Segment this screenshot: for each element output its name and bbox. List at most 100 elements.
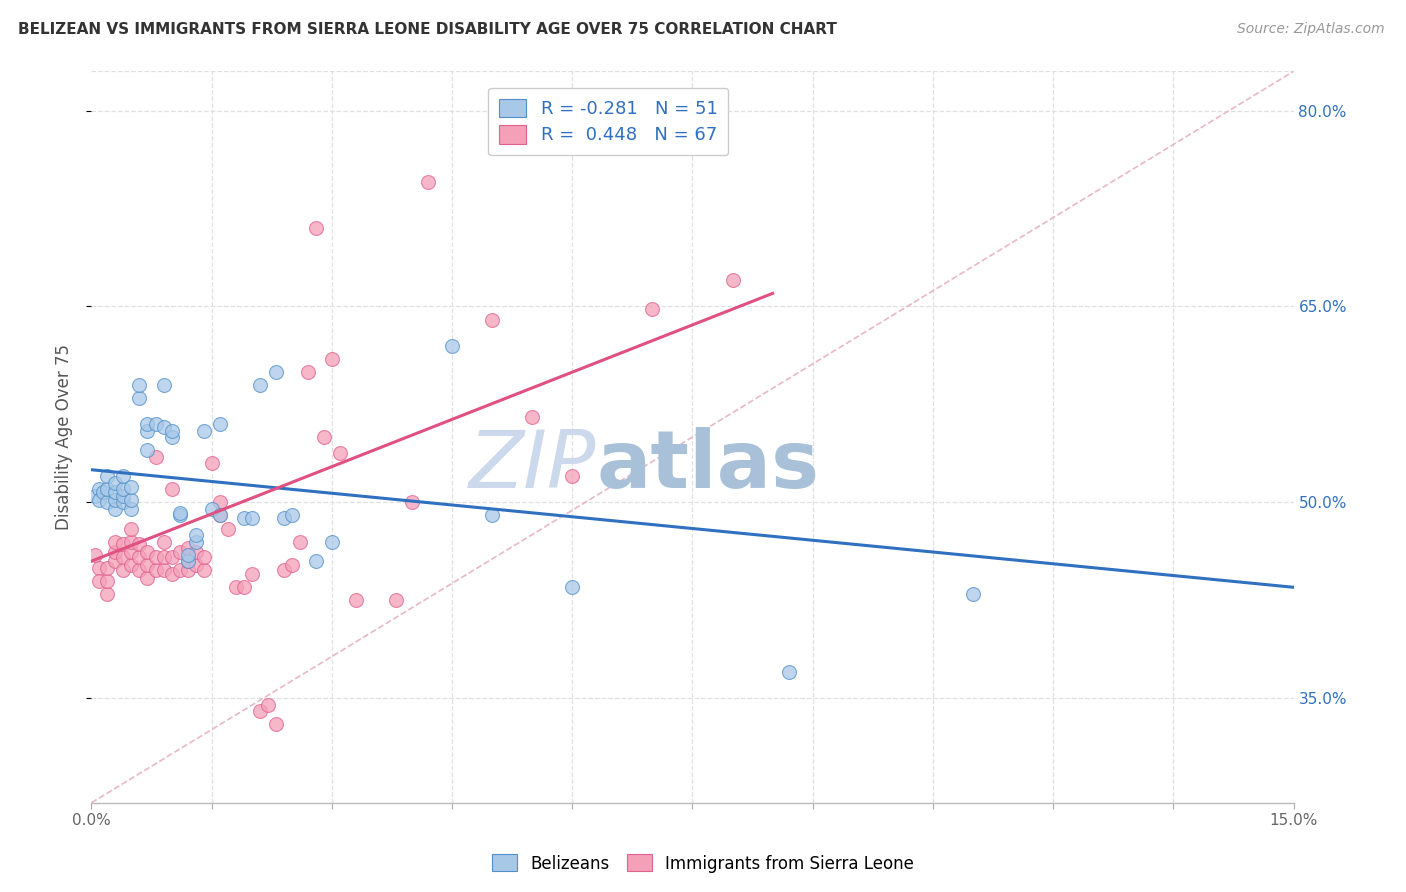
Point xyxy=(121,534,143,549)
Point xyxy=(208,417,231,431)
Point xyxy=(104,492,127,507)
Point xyxy=(201,456,224,470)
Point xyxy=(169,545,191,559)
Point xyxy=(440,339,463,353)
Point xyxy=(184,545,207,559)
Point xyxy=(121,521,143,535)
Point xyxy=(193,550,215,565)
Point xyxy=(176,554,198,568)
Point xyxy=(136,545,159,559)
Point xyxy=(128,391,150,405)
Point xyxy=(112,469,135,483)
Point xyxy=(121,545,143,559)
Point xyxy=(344,593,367,607)
Point xyxy=(240,511,263,525)
Point xyxy=(89,483,111,497)
Point xyxy=(169,563,191,577)
Point xyxy=(721,273,744,287)
Point xyxy=(281,558,304,573)
Point xyxy=(152,377,174,392)
Point xyxy=(962,587,984,601)
Point xyxy=(169,506,191,520)
Text: atlas: atlas xyxy=(596,427,820,506)
Point xyxy=(145,563,167,577)
Point xyxy=(561,580,583,594)
Point xyxy=(305,221,328,235)
Point xyxy=(96,560,118,574)
Point xyxy=(193,563,215,577)
Point xyxy=(184,558,207,573)
Point xyxy=(184,528,207,542)
Point xyxy=(96,495,118,509)
Y-axis label: Disability Age Over 75: Disability Age Over 75 xyxy=(55,344,73,530)
Text: ZIP: ZIP xyxy=(470,427,596,506)
Point xyxy=(112,550,135,565)
Point xyxy=(522,410,544,425)
Point xyxy=(288,534,311,549)
Point xyxy=(264,717,287,731)
Legend: Belizeans, Immigrants from Sierra Leone: Belizeans, Immigrants from Sierra Leone xyxy=(485,847,921,880)
Text: Source: ZipAtlas.com: Source: ZipAtlas.com xyxy=(1237,22,1385,37)
Point xyxy=(128,537,150,551)
Point xyxy=(160,550,183,565)
Point xyxy=(201,502,224,516)
Point xyxy=(160,483,183,497)
Point xyxy=(145,450,167,464)
Point xyxy=(176,548,198,562)
Point xyxy=(160,567,183,582)
Point xyxy=(136,571,159,585)
Point xyxy=(128,563,150,577)
Point xyxy=(112,489,135,503)
Point xyxy=(112,483,135,497)
Point xyxy=(128,377,150,392)
Point xyxy=(96,587,118,601)
Point xyxy=(128,550,150,565)
Point xyxy=(305,554,328,568)
Point xyxy=(160,430,183,444)
Point xyxy=(160,424,183,438)
Point xyxy=(297,365,319,379)
Point xyxy=(152,419,174,434)
Point xyxy=(176,541,198,555)
Point xyxy=(193,424,215,438)
Point xyxy=(281,508,304,523)
Point xyxy=(217,521,239,535)
Point xyxy=(112,495,135,509)
Point xyxy=(104,545,127,559)
Point xyxy=(121,558,143,573)
Point xyxy=(273,563,295,577)
Point xyxy=(641,301,664,317)
Point xyxy=(249,377,271,392)
Point xyxy=(136,417,159,431)
Point xyxy=(321,534,343,549)
Point xyxy=(96,483,118,497)
Point xyxy=(329,446,352,460)
Point xyxy=(104,554,127,568)
Point xyxy=(121,502,143,516)
Point xyxy=(481,312,503,326)
Point xyxy=(84,489,107,503)
Point xyxy=(208,508,231,523)
Point xyxy=(89,574,111,588)
Point xyxy=(176,554,198,568)
Point xyxy=(89,492,111,507)
Point xyxy=(225,580,247,594)
Point xyxy=(264,365,287,379)
Point xyxy=(84,548,107,562)
Point xyxy=(232,580,254,594)
Point xyxy=(112,537,135,551)
Point xyxy=(89,560,111,574)
Point xyxy=(152,534,174,549)
Legend: R = -0.281   N = 51, R =  0.448   N = 67: R = -0.281 N = 51, R = 0.448 N = 67 xyxy=(488,87,728,155)
Point xyxy=(256,698,278,712)
Point xyxy=(321,351,343,366)
Point xyxy=(249,705,271,719)
Point xyxy=(481,508,503,523)
Point xyxy=(145,550,167,565)
Point xyxy=(136,424,159,438)
Point xyxy=(184,534,207,549)
Point xyxy=(136,443,159,458)
Point xyxy=(273,511,295,525)
Point xyxy=(152,550,174,565)
Point xyxy=(416,175,439,189)
